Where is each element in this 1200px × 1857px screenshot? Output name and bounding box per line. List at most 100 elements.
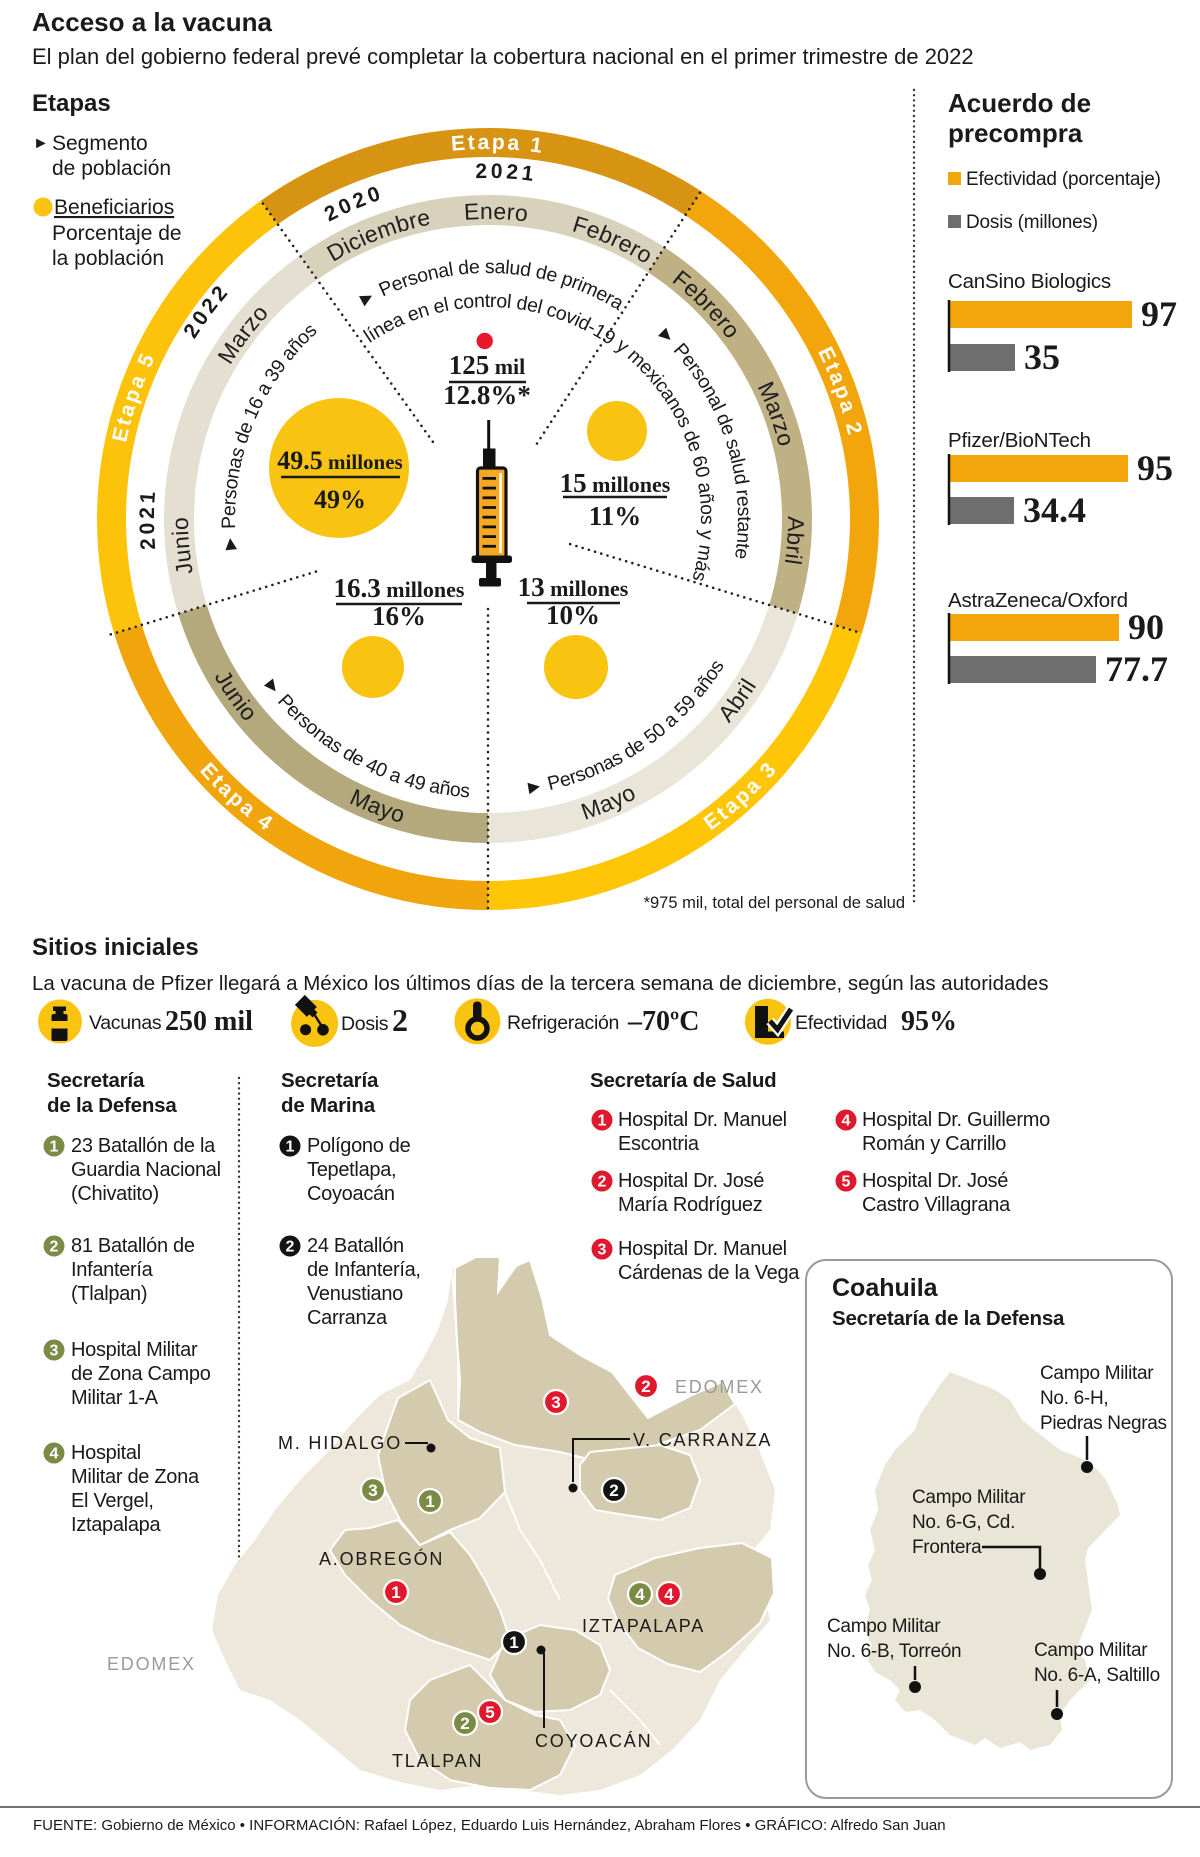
svg-text:Junio: Junio (167, 517, 198, 577)
svg-text:(Tlalpan): (Tlalpan) (71, 1283, 147, 1305)
svg-text:V. CARRANZA: V. CARRANZA (633, 1430, 772, 1450)
svg-text:Coyoacán: Coyoacán (307, 1183, 395, 1205)
svg-text:*975 mil, total del personal d: *975 mil, total del personal de salud (644, 894, 905, 912)
svg-text:Cárdenas de la Vega: Cárdenas de la Vega (618, 1262, 800, 1284)
svg-text:81 Batallón de: 81 Batallón de (71, 1235, 195, 1257)
svg-text:34.4: 34.4 (1023, 490, 1086, 530)
svg-text:3: 3 (551, 1393, 560, 1412)
svg-text:3: 3 (50, 1343, 59, 1360)
svg-text:Acceso a la vacuna: Acceso a la vacuna (32, 7, 272, 37)
svg-text:Coahuila: Coahuila (832, 1274, 939, 1302)
svg-text:5: 5 (842, 1174, 851, 1191)
svg-text:Abril: Abril (780, 516, 809, 566)
svg-text:No. 6-B, Torreón: No. 6-B, Torreón (827, 1641, 961, 1662)
svg-text:2: 2 (50, 1239, 59, 1256)
svg-text:Refrigeración: Refrigeración (507, 1012, 619, 1034)
svg-text:Beneficiarios: Beneficiarios (54, 196, 174, 219)
svg-text:FUENTE: Gobierno de México • I: FUENTE: Gobierno de México • INFORMACIÓN… (33, 1817, 946, 1834)
svg-text:El plan del gobierno federal p: El plan del gobierno federal prevé compl… (32, 44, 974, 69)
svg-text:M. HIDALGO: M. HIDALGO (278, 1433, 402, 1453)
svg-text:COYOACÁN: COYOACÁN (535, 1731, 652, 1751)
svg-text:Secretaría de la Defensa: Secretaría de la Defensa (832, 1307, 1065, 1330)
svg-text:AstraZeneca/Oxford: AstraZeneca/Oxford (948, 589, 1128, 612)
svg-text:11%: 11% (589, 501, 642, 531)
svg-text:13 millones: 13 millones (518, 572, 629, 602)
svg-text:Militar de Zona: Militar de Zona (71, 1466, 200, 1488)
svg-text:►: ► (33, 135, 49, 152)
svg-text:250 mil: 250 mil (165, 1006, 253, 1037)
svg-text:de la Defensa: de la Defensa (47, 1094, 177, 1117)
svg-text:Segmento: Segmento (52, 132, 148, 155)
svg-text:Hospital Dr. José: Hospital Dr. José (862, 1170, 1008, 1192)
svg-text:23 Batallón de la: 23 Batallón de la (71, 1135, 216, 1157)
svg-text:Piedras Negras: Piedras Negras (1040, 1413, 1167, 1434)
svg-text:1: 1 (50, 1139, 59, 1156)
svg-text:95: 95 (1137, 448, 1173, 488)
svg-text:Carranza: Carranza (307, 1307, 388, 1329)
svg-text:Hospital Dr. José: Hospital Dr. José (618, 1170, 764, 1192)
svg-text:Iztapalapa: Iztapalapa (71, 1514, 161, 1536)
svg-text:Porcentaje de: Porcentaje de (52, 222, 182, 245)
svg-text:No. 6-G, Cd.: No. 6-G, Cd. (912, 1512, 1015, 1533)
svg-text:–70ºC: –70ºC (627, 1006, 699, 1037)
svg-text:Polígono de: Polígono de (307, 1135, 411, 1157)
svg-text:No. 6-H,: No. 6-H, (1040, 1388, 1108, 1409)
svg-text:La vacuna de Pfizer llegará a: La vacuna de Pfizer llegará a México los… (32, 972, 1048, 995)
svg-text:125 mil: 125 mil (449, 350, 526, 380)
svg-text:2: 2 (609, 1481, 618, 1500)
svg-text:de Infantería,: de Infantería, (307, 1259, 421, 1281)
svg-text:CanSino Biologics: CanSino Biologics (948, 270, 1111, 293)
svg-text:Tepetlapa,: Tepetlapa, (307, 1159, 396, 1181)
svg-text:1: 1 (425, 1492, 434, 1511)
svg-text:Efectividad: Efectividad (795, 1012, 887, 1034)
svg-text:2021: 2021 (475, 160, 538, 186)
svg-text:Sitios iniciales: Sitios iniciales (32, 934, 199, 961)
svg-text:90: 90 (1128, 607, 1164, 647)
svg-text:Hospital: Hospital (71, 1442, 141, 1464)
svg-text:Frontera: Frontera (912, 1537, 982, 1558)
svg-text:Secretaría: Secretaría (281, 1069, 379, 1092)
svg-text:12.8%*: 12.8%* (443, 380, 531, 410)
svg-text:Secretaría: Secretaría (47, 1069, 145, 1092)
svg-text:Castro Villagrana: Castro Villagrana (862, 1194, 1011, 1216)
svg-text:de Marina: de Marina (281, 1094, 376, 1117)
svg-text:2: 2 (460, 1714, 469, 1733)
svg-text:Hospital Dr. Manuel: Hospital Dr. Manuel (618, 1109, 787, 1131)
svg-text:IZTAPALAPA: IZTAPALAPA (582, 1616, 705, 1636)
svg-text:Campo Militar: Campo Militar (1034, 1640, 1148, 1661)
svg-text:Román y Carrillo: Román y Carrillo (862, 1133, 1006, 1155)
svg-text:Secretaría de Salud: Secretaría de Salud (590, 1069, 777, 1092)
svg-text:1: 1 (391, 1583, 400, 1602)
svg-text:Etapas: Etapas (32, 90, 111, 117)
svg-text:Hospital Dr. Manuel: Hospital Dr. Manuel (618, 1238, 787, 1260)
svg-text:Dosis: Dosis (341, 1013, 389, 1035)
svg-text:1: 1 (509, 1633, 518, 1652)
svg-text:Venustiano: Venustiano (307, 1283, 403, 1305)
svg-text:2: 2 (286, 1239, 295, 1256)
svg-text:5: 5 (485, 1703, 494, 1722)
svg-text:la población: la población (52, 247, 164, 270)
svg-text:4: 4 (664, 1585, 674, 1604)
svg-text:Escontria: Escontria (618, 1133, 700, 1155)
svg-text:Vacunas: Vacunas (89, 1012, 162, 1034)
svg-text:Campo Militar: Campo Militar (827, 1616, 941, 1637)
svg-text:Campo Militar: Campo Militar (1040, 1363, 1154, 1384)
svg-text:precompra: precompra (948, 118, 1083, 148)
svg-text:35: 35 (1024, 337, 1060, 377)
svg-text:2: 2 (392, 1002, 408, 1038)
svg-text:10%: 10% (546, 600, 600, 630)
svg-text:A.OBREGÓN: A.OBREGÓN (319, 1548, 444, 1569)
svg-text:15 millones: 15 millones (560, 468, 671, 498)
svg-text:Enero: Enero (463, 198, 529, 226)
svg-text:Etapa 1: Etapa 1 (450, 131, 546, 158)
svg-text:3: 3 (368, 1481, 377, 1500)
svg-text:Hospital Militar: Hospital Militar (71, 1339, 198, 1361)
svg-text:49.5 millones: 49.5 millones (277, 446, 402, 475)
svg-text:16.3 millones: 16.3 millones (334, 573, 465, 603)
svg-text:3: 3 (598, 1242, 607, 1259)
svg-text:24 Batallón: 24 Batallón (307, 1235, 404, 1257)
svg-text:2: 2 (641, 1377, 650, 1396)
svg-text:77.7: 77.7 (1105, 649, 1168, 689)
svg-text:1: 1 (286, 1139, 295, 1156)
svg-text:Efectividad (porcentaje): Efectividad (porcentaje) (966, 169, 1161, 190)
